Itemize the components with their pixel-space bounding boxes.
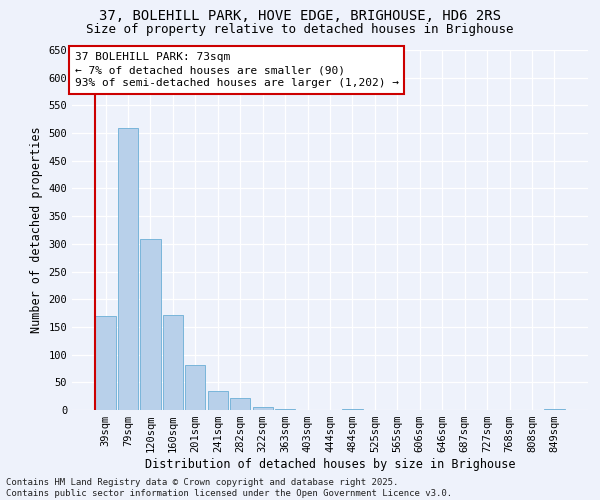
Bar xyxy=(208,391,228,410)
Y-axis label: Number of detached properties: Number of detached properties xyxy=(30,126,43,334)
Bar xyxy=(118,128,138,410)
X-axis label: Distribution of detached houses by size in Brighouse: Distribution of detached houses by size … xyxy=(145,458,515,471)
Bar xyxy=(253,407,273,410)
Bar xyxy=(163,314,183,410)
Bar xyxy=(230,398,250,410)
Bar xyxy=(544,409,565,410)
Text: Size of property relative to detached houses in Brighouse: Size of property relative to detached ho… xyxy=(86,22,514,36)
Text: 37 BOLEHILL PARK: 73sqm
← 7% of detached houses are smaller (90)
93% of semi-det: 37 BOLEHILL PARK: 73sqm ← 7% of detached… xyxy=(74,52,398,88)
Text: Contains HM Land Registry data © Crown copyright and database right 2025.
Contai: Contains HM Land Registry data © Crown c… xyxy=(6,478,452,498)
Text: 37, BOLEHILL PARK, HOVE EDGE, BRIGHOUSE, HD6 2RS: 37, BOLEHILL PARK, HOVE EDGE, BRIGHOUSE,… xyxy=(99,9,501,23)
Bar xyxy=(140,240,161,410)
Bar xyxy=(185,364,205,410)
Bar xyxy=(95,316,116,410)
